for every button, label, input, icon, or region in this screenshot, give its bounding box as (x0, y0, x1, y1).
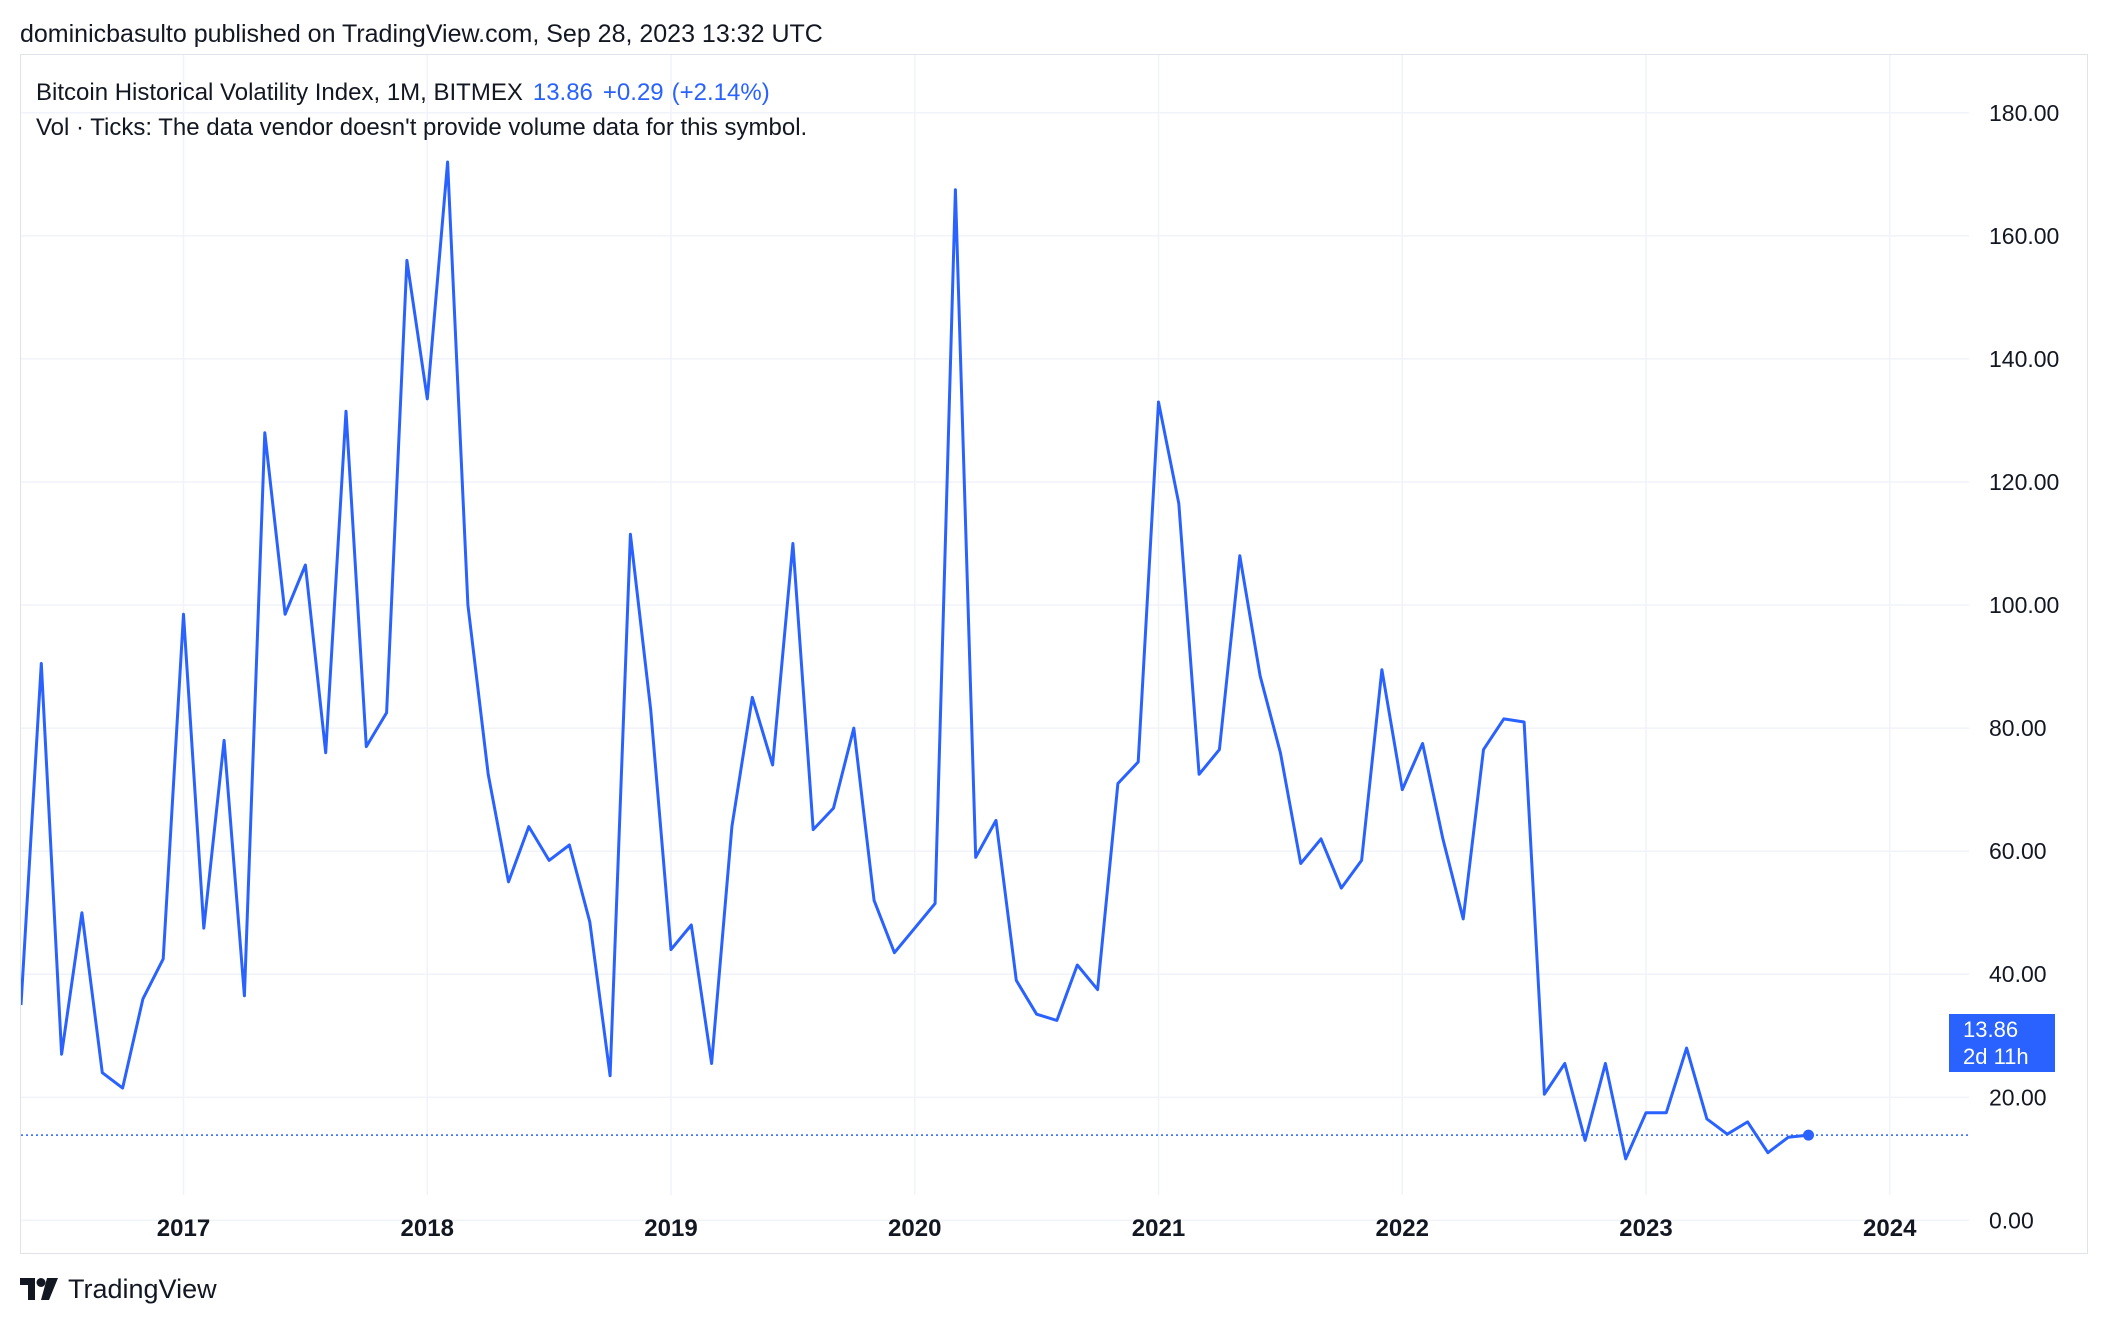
legend-volume-note: Vol · Ticks: The data vendor doesn't pro… (36, 114, 808, 141)
y-tick-label: 40.00 (1989, 961, 2047, 987)
y-axis-ticks: 0.00 20.00 40.00 60.00 80.00 100.00 120.00 140.… (1989, 100, 2059, 1234)
x-tick-label: 2020 (888, 1215, 941, 1242)
published-by-line: dominicbasulto published on TradingView.… (20, 20, 823, 48)
y-tick-label: 140.00 (1989, 346, 2059, 372)
y-tick-label: 100.00 (1989, 592, 2059, 618)
y-tick-label: 0.00 (1989, 1207, 2034, 1233)
y-tick-label: 120.00 (1989, 469, 2059, 495)
x-tick-label: 2019 (644, 1215, 697, 1242)
footer-branding[interactable]: TradingView (20, 1272, 217, 1306)
volatility-line-chart[interactable]: 0.00 20.00 40.00 60.00 80.00 100.00 120.00 140.… (21, 55, 2088, 1254)
x-tick-label: 2017 (157, 1215, 210, 1242)
legend-symbol-row: Bitcoin Historical Volatility Index, 1M,… (36, 75, 807, 110)
x-tick-label: 2022 (1376, 1215, 1429, 1242)
last-price-tag: 13.86 2d 11h (1949, 1014, 2055, 1072)
y-tick-label: 60.00 (1989, 838, 2047, 864)
price-tag-value: 13.86 (1963, 1017, 2019, 1042)
footer-brand-name: TradingView (68, 1273, 217, 1304)
chart-panel[interactable]: 0.00 20.00 40.00 60.00 80.00 100.00 120.00 140.… (20, 54, 2088, 1254)
last-value-point (1803, 1129, 1814, 1141)
tradingview-logo-icon (20, 1278, 58, 1300)
legend-change: +0.29 (602, 79, 664, 106)
y-tick-label: 20.00 (1989, 1084, 2047, 1110)
legend-symbol-name[interactable]: Bitcoin Historical Volatility Index, 1M,… (36, 79, 523, 106)
legend-change-percent: (+2.14%) (671, 79, 770, 106)
price-tag-countdown: 2d 11h (1963, 1044, 2029, 1069)
x-tick-label: 2023 (1619, 1215, 1672, 1242)
x-tick-label: 2018 (401, 1215, 454, 1242)
y-tick-label: 160.00 (1989, 223, 2059, 249)
grid-lines (21, 55, 1969, 1222)
y-tick-label: 180.00 (1989, 100, 2059, 126)
legend-last-value: 13.86 (532, 79, 593, 106)
chart-legend: Bitcoin Historical Volatility Index, 1M,… (36, 75, 807, 145)
y-tick-label: 80.00 (1989, 715, 2047, 741)
x-tick-label: 2024 (1863, 1215, 1917, 1242)
x-tick-label: 2021 (1132, 1215, 1185, 1242)
x-axis-ticks: 2017 2018 2019 2020 2021 2022 2023 2024 (157, 1215, 1917, 1242)
series-line-volatility (21, 160, 1809, 1161)
